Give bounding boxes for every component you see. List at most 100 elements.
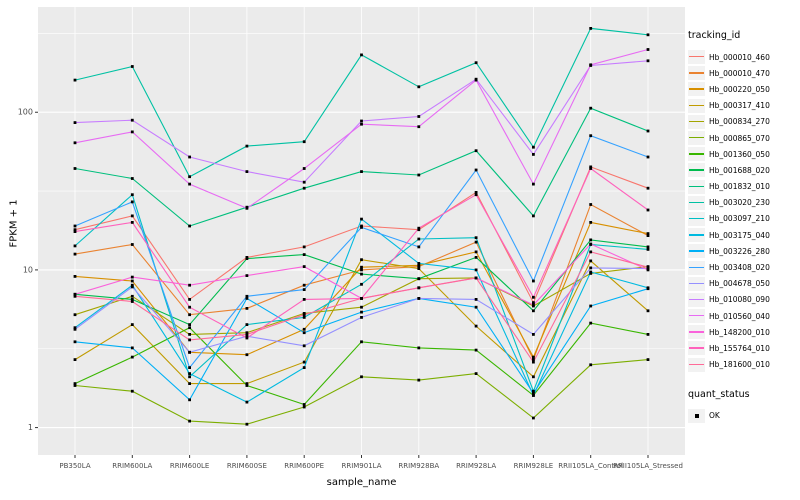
data-point — [302, 360, 306, 364]
data-point — [130, 355, 134, 359]
data-point — [360, 258, 363, 262]
data-point — [474, 372, 478, 375]
data-point — [474, 305, 478, 309]
legend-item-Hb_003226_280: Hb_003226_280 — [688, 243, 798, 259]
y-tick-label: 1 — [28, 423, 33, 432]
data-point — [73, 382, 77, 385]
data-point — [245, 297, 249, 300]
data-point — [532, 394, 535, 397]
data-point — [302, 167, 306, 170]
legend-title-tracking-id: tracking_id — [688, 30, 741, 41]
data-point — [73, 294, 77, 298]
data-point — [532, 358, 535, 361]
data-point — [417, 378, 421, 382]
data-point — [302, 405, 306, 409]
legend-item-Hb_155764_010: Hb_155764_010 — [688, 340, 798, 356]
data-point — [130, 323, 134, 326]
data-point — [302, 298, 306, 301]
legend-key-swatch — [688, 276, 705, 291]
data-point — [130, 346, 134, 350]
data-point — [589, 165, 593, 169]
data-point — [188, 298, 191, 301]
data-point — [73, 230, 77, 233]
legend-key-swatch — [688, 211, 705, 226]
legend-key-swatch — [688, 292, 705, 307]
data-point — [73, 228, 77, 232]
data-point — [188, 372, 191, 375]
legend: tracking_id Hb_000010_460 Hb_000010_470 Hb… — [688, 30, 798, 424]
data-point — [589, 106, 593, 110]
data-point — [646, 245, 650, 249]
data-point — [73, 326, 77, 330]
data-point — [302, 366, 306, 369]
data-point — [474, 193, 478, 197]
x-tick-label: RRIM928BA — [398, 462, 439, 470]
legend-label: Hb_003175_040 — [709, 230, 770, 240]
data-point — [532, 355, 535, 359]
data-point — [589, 259, 593, 263]
data-point — [417, 85, 421, 89]
data-point — [73, 244, 77, 248]
data-point — [302, 403, 306, 406]
y-axis-title: FPKM + 1 — [8, 199, 20, 248]
legend-label: Hb_003020_230 — [709, 198, 770, 208]
data-point — [130, 65, 134, 68]
data-point — [474, 236, 478, 240]
data-point — [130, 193, 134, 197]
data-point — [646, 129, 650, 133]
data-point — [188, 313, 191, 317]
legend-key-swatch — [688, 244, 705, 259]
legend-key-swatch — [688, 131, 705, 146]
x-tick-label: RRIM600SE — [227, 462, 267, 470]
data-point — [245, 400, 249, 404]
data-point — [245, 323, 249, 326]
legend-item-Hb_181600_010: Hb_181600_010 — [688, 357, 798, 373]
data-point — [73, 358, 77, 361]
x-tick-label: RRIM600LE — [170, 462, 210, 470]
data-point — [417, 286, 421, 290]
legend-item-Hb_000010_460: Hb_000010_460 — [688, 49, 798, 65]
data-point — [532, 303, 535, 307]
data-point — [302, 253, 306, 256]
legend-item-Hb_010560_040: Hb_010560_040 — [688, 308, 798, 324]
data-point — [130, 389, 134, 393]
data-point — [646, 208, 650, 212]
data-point — [130, 285, 134, 289]
legend-item-Hb_001832_010: Hb_001832_010 — [688, 179, 798, 195]
legend-item-quant-ok: OK — [688, 408, 798, 424]
data-point — [474, 240, 478, 244]
data-point — [302, 140, 306, 144]
data-point — [474, 324, 478, 328]
data-point — [302, 331, 306, 335]
data-point — [646, 155, 650, 159]
legend-item-Hb_010080_090: Hb_010080_090 — [688, 292, 798, 308]
data-point — [360, 282, 363, 286]
data-point — [360, 226, 363, 229]
data-point — [130, 283, 134, 287]
data-point — [73, 167, 77, 170]
x-tick-label: RRIM928LE — [514, 462, 554, 470]
legend-key-swatch — [688, 228, 705, 243]
data-point — [73, 384, 77, 387]
data-point — [589, 270, 593, 274]
data-point — [130, 200, 134, 204]
data-point — [245, 274, 249, 277]
data-point — [302, 265, 306, 268]
legend-key-swatch — [688, 114, 705, 129]
data-point — [188, 333, 191, 336]
data-point — [532, 391, 535, 395]
legend-item-Hb_003020_230: Hb_003020_230 — [688, 195, 798, 211]
data-point — [360, 53, 363, 57]
data-point — [245, 382, 249, 385]
legend-key-swatch — [688, 163, 705, 178]
legend-item-Hb_003175_040: Hb_003175_040 — [688, 227, 798, 243]
legend-item-Hb_000317_410: Hb_000317_410 — [688, 98, 798, 114]
data-point — [188, 382, 191, 385]
data-point — [417, 228, 421, 232]
data-point — [360, 119, 363, 123]
data-point — [646, 287, 650, 291]
legend-label: Hb_001360_050 — [709, 149, 770, 159]
data-point — [646, 186, 650, 190]
data-point — [188, 283, 191, 287]
x-tick-label: RRIM600PE — [284, 462, 324, 470]
